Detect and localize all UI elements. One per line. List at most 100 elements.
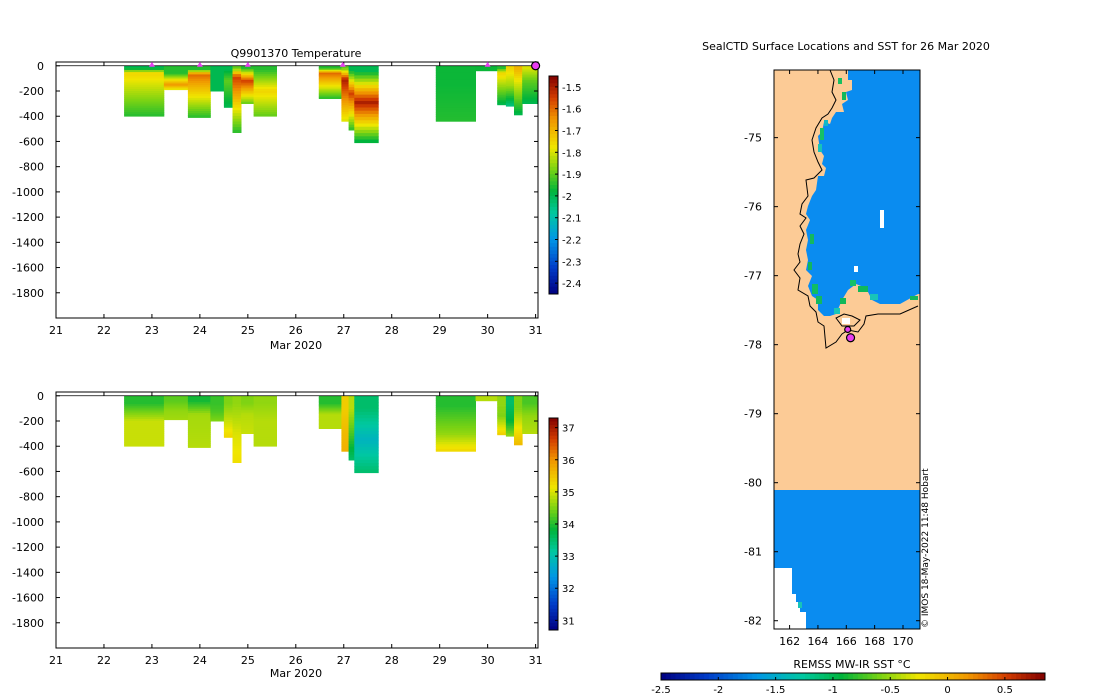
profile-cell (210, 402, 225, 404)
profile-cell (253, 412, 277, 416)
profile-cell (522, 425, 539, 428)
profile-cell (348, 417, 355, 421)
profile-cell (124, 444, 165, 447)
profile-cell (232, 434, 242, 438)
colorbar-segment (549, 566, 558, 571)
colorbar-segment (549, 626, 558, 631)
profile-cell (341, 412, 349, 415)
profile-cell (241, 68, 254, 71)
profile-cell (318, 67, 342, 69)
colorbar-segment (549, 141, 558, 146)
profile-cell (505, 404, 515, 407)
profile-cell (124, 70, 165, 73)
colorbar-segment (549, 261, 558, 266)
profile-cell (223, 395, 233, 398)
profile-cell (354, 456, 379, 461)
sst-colorbar-segment (977, 673, 984, 680)
profile-cell (124, 408, 165, 411)
profile-cell (223, 83, 233, 86)
profile-cell (354, 88, 379, 92)
colorbar-segment (549, 432, 558, 437)
profile-cell (241, 100, 254, 103)
profile-cell (522, 70, 539, 73)
colorbar-segment (549, 199, 558, 204)
profile-cell (522, 72, 539, 75)
profile-cell (354, 94, 379, 99)
profile-cell (348, 452, 355, 456)
profile-cell (124, 101, 165, 104)
profile-cell (163, 81, 189, 84)
profile-cell (241, 75, 254, 78)
profile-cell (505, 421, 515, 424)
profile-cell (514, 397, 523, 401)
profile-cell (522, 80, 539, 82)
profile-cell (505, 67, 515, 70)
colorbar-segment (549, 584, 558, 589)
sst-colorbar-segment (747, 673, 753, 680)
profile-cell (210, 66, 225, 69)
profile-cell (124, 76, 165, 79)
profile-cell (187, 98, 211, 101)
sst-colorbar-segment (992, 673, 998, 680)
profile-cell (223, 404, 233, 407)
profile-cell (210, 77, 225, 79)
sst-colorbar-segment (1021, 673, 1027, 680)
profile-cell (124, 80, 165, 83)
profile-cell (124, 395, 165, 399)
profile-cell (505, 405, 515, 408)
profile-cell (253, 429, 277, 432)
profile-cell (505, 417, 515, 420)
sst-colorbar-segment (838, 673, 844, 680)
profile-cell (210, 71, 225, 73)
colorbar-segment (549, 580, 558, 585)
profile-cell (232, 107, 242, 111)
profile-cell (497, 402, 507, 405)
profile-cell (318, 94, 342, 97)
profile-cell (187, 445, 211, 448)
profile-cell (232, 129, 242, 133)
profile-cell (241, 102, 254, 104)
sst-colorbar-segment (771, 673, 777, 680)
profile-cell (514, 426, 523, 429)
profile-cell (341, 416, 349, 420)
colorbar-segment (549, 275, 558, 280)
sst-colorbar-segment (910, 673, 916, 680)
profile-cell (341, 425, 349, 429)
profile-cell (497, 87, 507, 89)
sst-colorbar-tick-label: 0.5 (997, 685, 1013, 696)
colorbar-segment (549, 562, 558, 567)
profile-cell (497, 415, 507, 418)
profile-cell (348, 430, 355, 434)
profile-cell (210, 410, 225, 412)
profile-cell (163, 395, 189, 398)
sst-colorbar-segment (761, 673, 768, 680)
profile-cell (522, 91, 539, 93)
profile-cell (435, 430, 476, 434)
profile-cell (163, 409, 189, 412)
profile-cell (223, 425, 233, 428)
profile-cell (253, 107, 277, 111)
colorbar-segment (549, 446, 558, 451)
profile-cell (348, 395, 355, 399)
profile-cell (318, 78, 342, 80)
sst-colorbar-segment (968, 673, 974, 680)
profile-cell (232, 68, 242, 72)
profile-cell (241, 400, 254, 403)
profile-cell (210, 82, 225, 85)
colorbar-segment (549, 239, 558, 244)
profile-cell (232, 127, 242, 131)
profile-cell (163, 67, 189, 70)
profile-cell (318, 414, 342, 417)
map-y-tick-label: -77 (744, 270, 762, 283)
map-y-tick-label: -81 (744, 546, 762, 559)
map-coastal-patch (816, 296, 822, 304)
profile-cell (253, 410, 277, 413)
sst-colorbar-segment (944, 673, 950, 680)
map-sea-area (806, 70, 920, 316)
colorbar-segment (549, 152, 558, 157)
profile-cell (223, 69, 233, 72)
colorbar-segment (549, 471, 558, 475)
profile-cell (435, 91, 476, 94)
profile-cell (241, 416, 254, 419)
